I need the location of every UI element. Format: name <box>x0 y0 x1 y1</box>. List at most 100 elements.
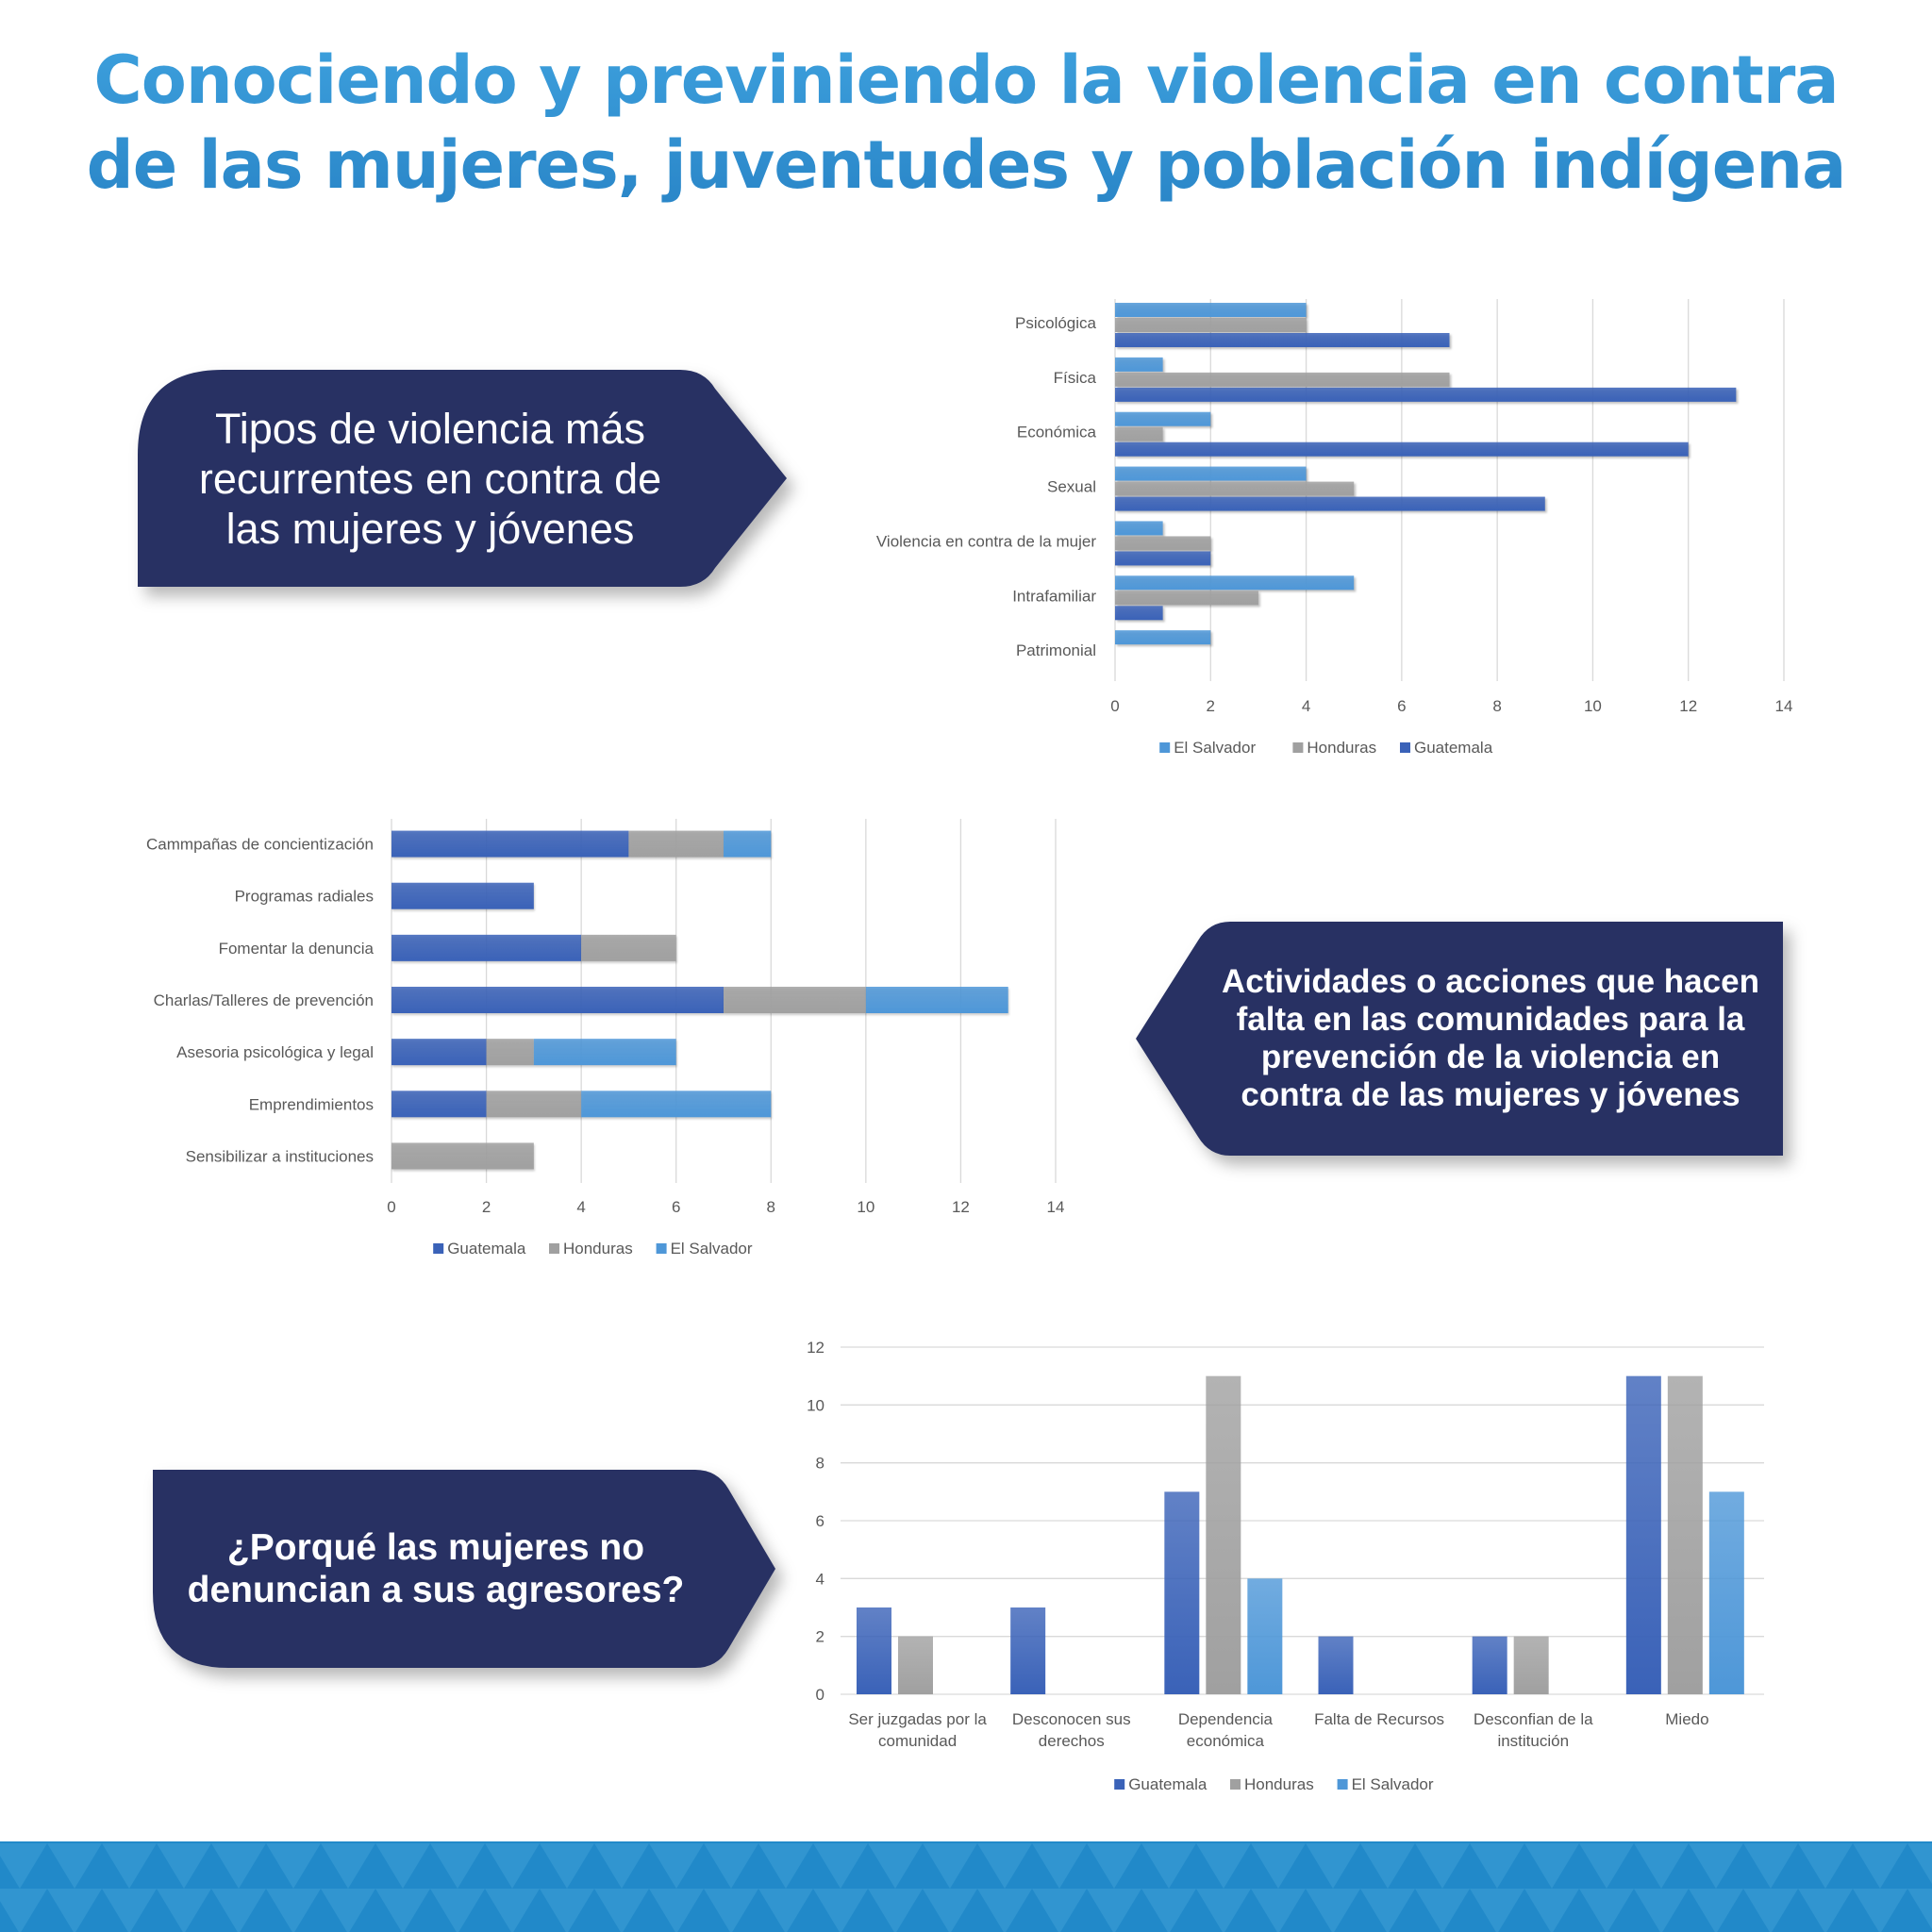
bar-el-salvador <box>1115 303 1307 317</box>
pattern-triangle <box>758 1889 813 1932</box>
pattern-triangle <box>211 1843 266 1889</box>
chart-violence-types-svg: 0 2 4 6 8 10 12 14 Psicológica Física Económica Sex… <box>876 299 1792 757</box>
pattern-triangle <box>430 1889 485 1932</box>
pattern-triangle <box>485 1843 540 1889</box>
x-tick-label: 2 <box>482 1198 491 1216</box>
pattern-triangle <box>485 1889 540 1932</box>
pattern-triangle <box>47 1889 102 1932</box>
callout-violence-types: Tipos de violencia más recurrentes en co… <box>138 370 789 587</box>
chart-activities: 0 2 4 6 8 10 12 14 Cammpañas de concientización P… <box>146 819 1065 1257</box>
pattern-triangle <box>1087 1889 1141 1932</box>
category-label: Física <box>1054 369 1097 387</box>
category-label: Violencia en contra de la mujer <box>876 532 1096 550</box>
pattern-triangle <box>704 1889 758 1932</box>
pattern-triangle <box>649 1843 704 1889</box>
y-tick-label: 0 <box>816 1686 824 1704</box>
bar-segment-honduras <box>486 1039 534 1066</box>
bar-guatemala <box>1625 1375 1661 1694</box>
bar-guatemala <box>1472 1636 1507 1694</box>
category-label: Desconfian de la <box>1474 1710 1593 1728</box>
x-tick-label: 0 <box>1110 697 1119 715</box>
category-label: Económica <box>1017 424 1097 441</box>
callout-shape <box>1136 922 1783 1156</box>
pattern-triangle <box>758 1843 813 1889</box>
pattern-triangle <box>1251 1843 1306 1889</box>
bar-guatemala <box>1010 1607 1046 1694</box>
x-tick-label: 10 <box>857 1198 874 1216</box>
pattern-triangle <box>1798 1889 1853 1932</box>
callout-shape <box>153 1470 775 1668</box>
pattern-triangle <box>211 1889 266 1932</box>
bar-segment-el-salvador <box>533 1039 676 1066</box>
x-tick-label: 14 <box>1047 1198 1065 1216</box>
pattern-triangle <box>1141 1843 1196 1889</box>
category-label: Programas radiales <box>235 888 374 906</box>
x-tick-label: 12 <box>952 1198 970 1216</box>
bar-honduras <box>1115 318 1307 332</box>
pattern-triangle <box>102 1889 157 1932</box>
bar-guatemala <box>1115 496 1545 511</box>
pattern-triangle <box>1689 1843 1743 1889</box>
pattern-triangle <box>649 1889 704 1932</box>
callout-line: contra de las mujeres y jóvenes <box>1241 1076 1740 1113</box>
category-label: Fomentar la denuncia <box>219 940 375 958</box>
category-label: comunidad <box>878 1732 957 1750</box>
bar-el-salvador <box>1115 466 1307 481</box>
pattern-triangle <box>47 1843 102 1889</box>
bar-honduras <box>1513 1636 1549 1694</box>
y-tick-label: 6 <box>816 1512 824 1530</box>
legend-swatch-honduras <box>1230 1779 1241 1790</box>
legend-swatch-honduras <box>549 1243 559 1254</box>
category-label: Dependencia <box>1178 1710 1274 1728</box>
callout-line: falta en las comunidades para la <box>1236 1001 1745 1038</box>
pattern-triangle <box>102 1843 157 1889</box>
pattern-triangle <box>923 1843 977 1889</box>
bar-segment-guatemala <box>391 1039 487 1066</box>
bar-segment-guatemala <box>391 1091 487 1118</box>
bar-segment-guatemala <box>391 830 629 858</box>
pattern-triangle <box>594 1889 649 1932</box>
pattern-triangle <box>977 1843 1032 1889</box>
category-label: Charlas/Talleres de prevención <box>154 991 374 1009</box>
bar-guatemala <box>1115 606 1163 621</box>
category-label: Ser juzgadas por la <box>848 1710 987 1728</box>
legend-label-el-salvador: El Salvador <box>1174 739 1256 757</box>
category-label: derechos <box>1039 1732 1105 1750</box>
pattern-triangle <box>1306 1889 1360 1932</box>
category-label: institución <box>1497 1732 1569 1750</box>
bar-el-salvador <box>1115 357 1163 372</box>
decorative-footer-band <box>0 1841 1932 1932</box>
callout-reasons: ¿Porqué las mujeres no denuncian a sus a… <box>153 1470 777 1668</box>
category-label: Emprendimientos <box>249 1095 374 1113</box>
pattern-triangle <box>1907 1889 1932 1930</box>
pattern-triangle <box>923 1889 977 1932</box>
chart-violence-types: 0 2 4 6 8 10 12 14 Psicológica Física Económica Sex… <box>0 0 1932 787</box>
bar-el-salvador <box>1115 521 1163 536</box>
pattern-triangle <box>1689 1889 1743 1932</box>
category-label: Falta de Recursos <box>1314 1710 1444 1728</box>
callout-bg <box>153 1470 775 1668</box>
bar-guatemala <box>1115 387 1737 402</box>
bar-el-salvador <box>1115 630 1211 645</box>
x-tick-label: 0 <box>387 1198 395 1216</box>
pattern-triangle <box>1579 1889 1634 1932</box>
legend-swatch-el-salvador <box>1337 1779 1348 1790</box>
bar-guatemala <box>1115 551 1211 566</box>
category-label: Asesoria psicológica y legal <box>176 1043 374 1061</box>
pattern-triangle <box>157 1843 211 1889</box>
y-tick-label: 8 <box>816 1455 824 1473</box>
bar-segment-el-salvador <box>724 830 772 858</box>
legend-label-guatemala: Guatemala <box>447 1240 526 1257</box>
pattern-triangle <box>868 1889 923 1932</box>
bar-segment-el-salvador <box>865 987 1008 1013</box>
bar-honduras <box>1115 372 1450 387</box>
legend-label-honduras: Honduras <box>563 1240 633 1257</box>
x-tick-label: 12 <box>1679 697 1697 715</box>
category-label: económica <box>1187 1732 1265 1750</box>
pattern-triangle <box>1306 1843 1360 1889</box>
pattern-triangle <box>157 1889 211 1932</box>
chart-reasons: 0 2 4 6 8 10 12 Ser juzgadas por la comunidad Des… <box>807 1339 1764 1793</box>
pattern-triangle <box>1415 1843 1470 1889</box>
pattern-triangle <box>1032 1843 1087 1889</box>
pattern-triangle <box>704 1843 758 1889</box>
